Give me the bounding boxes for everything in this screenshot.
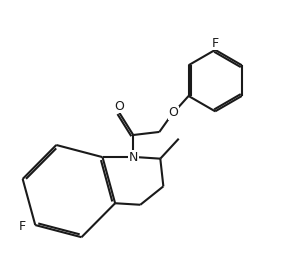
Text: F: F: [212, 37, 219, 49]
Text: O: O: [114, 100, 124, 113]
Text: F: F: [19, 220, 26, 233]
Text: O: O: [168, 106, 178, 119]
Text: N: N: [129, 151, 138, 164]
